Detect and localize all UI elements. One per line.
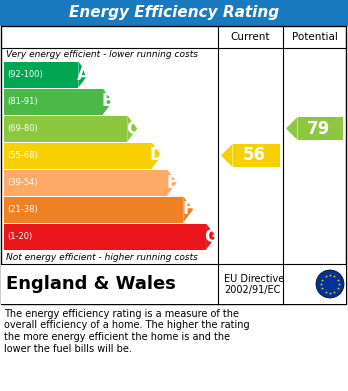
Polygon shape (103, 88, 113, 115)
Text: Not energy efficient - higher running costs: Not energy efficient - higher running co… (6, 253, 198, 262)
Text: 2002/91/EC: 2002/91/EC (224, 285, 280, 295)
Bar (298, 117, 343, 140)
Bar (1, 26, 346, 304)
Polygon shape (183, 197, 193, 222)
Text: The energy efficiency rating is a measure of the: The energy efficiency rating is a measur… (4, 309, 239, 319)
Text: Potential: Potential (292, 32, 338, 42)
Text: England & Wales: England & Wales (6, 275, 176, 293)
Text: C: C (126, 120, 139, 138)
Text: (39-54): (39-54) (7, 178, 38, 187)
Polygon shape (127, 115, 137, 142)
Polygon shape (78, 61, 88, 88)
Text: (92-100): (92-100) (7, 70, 43, 79)
Bar (232, 144, 280, 167)
Text: (1-20): (1-20) (7, 232, 32, 241)
Text: G: G (204, 228, 218, 246)
Polygon shape (286, 117, 298, 140)
Polygon shape (167, 170, 177, 196)
Polygon shape (221, 144, 232, 167)
Bar (4, 88, 103, 115)
Text: lower the fuel bills will be.: lower the fuel bills will be. (4, 344, 132, 353)
Text: Energy Efficiency Rating: Energy Efficiency Rating (69, 5, 279, 20)
Text: 56: 56 (243, 147, 266, 165)
Text: (55-68): (55-68) (7, 151, 38, 160)
Bar (4, 61, 78, 88)
Bar (1, 264, 346, 304)
Polygon shape (206, 224, 216, 249)
Bar (4, 115, 127, 142)
Text: A: A (77, 66, 90, 84)
Text: the more energy efficient the home is and the: the more energy efficient the home is an… (4, 332, 230, 342)
Circle shape (316, 270, 344, 298)
Text: E: E (166, 174, 177, 192)
Text: F: F (183, 201, 194, 219)
Polygon shape (152, 142, 161, 169)
Text: (69-80): (69-80) (7, 124, 38, 133)
Text: (81-91): (81-91) (7, 97, 38, 106)
Bar (4, 224, 206, 249)
Text: Current: Current (231, 32, 270, 42)
Text: B: B (102, 93, 114, 111)
Bar (4, 170, 167, 196)
Bar (0, 0, 348, 26)
Text: EU Directive: EU Directive (224, 274, 284, 284)
Text: Very energy efficient - lower running costs: Very energy efficient - lower running co… (6, 50, 198, 59)
Text: 79: 79 (307, 120, 330, 138)
Bar (4, 197, 183, 222)
Text: overall efficiency of a home. The higher the rating: overall efficiency of a home. The higher… (4, 321, 250, 330)
Text: (21-38): (21-38) (7, 205, 38, 214)
Text: D: D (150, 147, 164, 165)
Bar (4, 142, 152, 169)
